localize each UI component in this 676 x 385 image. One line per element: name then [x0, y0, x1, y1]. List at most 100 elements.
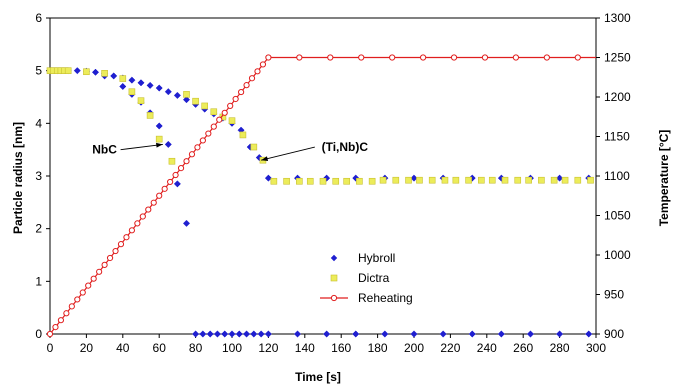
hybroll-point [323, 330, 331, 338]
series-dictra [46, 67, 594, 185]
hybroll-point [556, 330, 564, 338]
reheating-point [85, 282, 92, 289]
hybroll-point [173, 91, 181, 99]
x-tick-label: 280 [550, 341, 570, 355]
reheating-point [420, 54, 427, 61]
dictra-point [306, 177, 314, 185]
x-tick-label: 0 [47, 341, 54, 355]
hybroll-point [192, 330, 200, 338]
legend: Hybroll Dictra Reheating [320, 251, 413, 305]
reheating-point [101, 261, 108, 268]
hybroll-point [137, 79, 145, 87]
dictra-point [119, 75, 127, 82]
hybroll-point [155, 84, 163, 92]
legend-label: Dictra [358, 271, 390, 285]
hybroll-point [182, 96, 191, 104]
hybroll-point [155, 122, 163, 130]
reheating-point [512, 54, 520, 61]
x-tick-label: 300 [586, 341, 606, 355]
dictra-point [514, 176, 522, 184]
tick-labels: 0123456900950100010501100115012001250130… [35, 11, 631, 355]
reheating-point [128, 227, 135, 234]
reheating-point [145, 206, 152, 213]
hybroll-point [468, 330, 476, 338]
hybroll-point [221, 330, 229, 338]
hybroll-point [243, 330, 251, 338]
hybroll-point [410, 174, 418, 182]
y2-tick-label: 1300 [604, 11, 631, 25]
dictra-point [561, 176, 569, 184]
hybroll-point [199, 330, 207, 338]
dictra-point [405, 176, 412, 184]
hybroll-point [182, 219, 191, 227]
dictra-point [574, 176, 582, 184]
reheating-point [238, 88, 245, 96]
reheating-point [123, 234, 130, 241]
hybroll-point [235, 330, 243, 338]
reheating-point [199, 137, 206, 144]
dictra-point [83, 68, 90, 76]
reheating-point [296, 54, 303, 61]
y-tick-label: 5 [35, 64, 42, 78]
dictra-point [379, 176, 387, 184]
x-tick-label: 60 [153, 341, 167, 355]
dictra-point [64, 67, 72, 74]
y2-tick-label: 900 [604, 327, 624, 341]
dictra-point [146, 112, 154, 119]
dictra-point [228, 117, 236, 124]
reheating-point [90, 275, 97, 282]
dictra-point [183, 91, 190, 98]
y-tick-label: 0 [35, 327, 42, 341]
dictra-point [368, 177, 376, 185]
hybroll-point [119, 82, 127, 91]
reheating-point [79, 289, 86, 296]
hybroll-point [497, 330, 505, 338]
x-tick-label: 180 [368, 341, 388, 355]
legend-marker-hybroll [330, 254, 338, 262]
dictra-point [192, 97, 199, 105]
dictra-point [538, 176, 545, 184]
hybroll-point [164, 88, 172, 96]
y-tick-label: 4 [35, 116, 42, 130]
hybroll-point [264, 330, 272, 338]
annotation-label: (Ti,Nb)C [322, 140, 369, 154]
dictra-point [296, 177, 303, 185]
reheating-point [68, 303, 75, 310]
dictra-point [587, 176, 594, 184]
reheating-point [358, 54, 365, 61]
reheating-point [63, 310, 70, 317]
axes [46, 17, 600, 338]
x-tick-label: 100 [222, 341, 242, 355]
reheating-point [205, 130, 212, 137]
annotation-arrowhead [261, 156, 269, 161]
reheating-point [139, 213, 146, 220]
y2-axis-title: Temperature [°C] [657, 130, 671, 227]
hybroll-point [264, 174, 272, 182]
dictra-point [525, 176, 532, 184]
dictra-point [283, 177, 290, 185]
dictra-point [465, 176, 472, 184]
hybroll-point [293, 330, 302, 338]
annotations: NbC (Ti,Nb)C [92, 140, 368, 161]
reheating-point [248, 75, 256, 82]
reheating-point [161, 185, 168, 192]
reheating-point [265, 54, 272, 61]
reheating-point [156, 192, 163, 199]
dictra-point [168, 157, 176, 165]
reheating-point [150, 199, 157, 206]
x-tick-label: 220 [440, 341, 460, 355]
reheating-point [112, 247, 119, 255]
reheating-point [183, 158, 190, 165]
series-reheating [46, 54, 596, 338]
dictra-point [501, 176, 509, 184]
hybroll-point [556, 174, 564, 182]
annotation-arrow [120, 143, 163, 151]
annotation-label: NbC [92, 143, 117, 157]
reheating-point [134, 220, 141, 227]
hybroll-point [128, 76, 136, 84]
plot-area [49, 17, 597, 335]
hybroll-point [228, 330, 236, 338]
hybroll-point [73, 67, 81, 75]
y2-tick-label: 1100 [604, 169, 630, 183]
